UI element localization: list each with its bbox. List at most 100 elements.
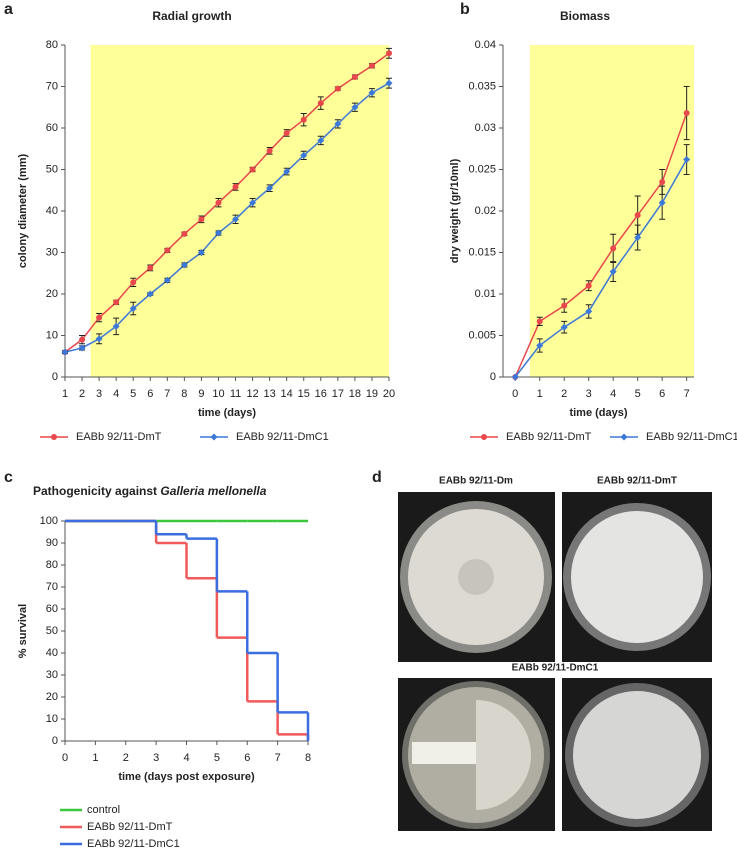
marker xyxy=(300,151,308,159)
photo-title: EABb 92/11-DmC1 xyxy=(512,663,599,674)
legend-label: EABb 92/11-DmT xyxy=(87,821,173,833)
y-tick-label: 90 xyxy=(46,537,58,549)
legend-label: EABb 92/11-DmC1 xyxy=(236,431,329,443)
y-tick-label: 60 xyxy=(46,603,58,615)
x-tick-label: 5 xyxy=(635,388,641,400)
x-tick-label: 3 xyxy=(153,752,159,764)
marker xyxy=(368,89,376,97)
marker xyxy=(481,434,487,440)
x-tick-label: 2 xyxy=(79,388,85,400)
x-tick-label: 4 xyxy=(183,752,189,764)
x-tick-label: 4 xyxy=(113,388,119,400)
y-tick-label: 80 xyxy=(46,559,58,571)
marker xyxy=(163,276,171,284)
line xyxy=(64,52,390,353)
marker xyxy=(659,178,666,185)
marker xyxy=(300,116,307,123)
y-tick-label: 0.015 xyxy=(468,246,496,258)
y-tick-label: 100 xyxy=(40,515,58,527)
x-tick-label: 6 xyxy=(147,388,153,400)
marker xyxy=(658,199,666,207)
y-tick-label: 50 xyxy=(46,163,58,175)
x-tick-label: 19 xyxy=(366,388,378,400)
marker xyxy=(249,199,257,207)
y-tick-label: 20 xyxy=(46,691,58,703)
y-tick-label: 10 xyxy=(46,329,58,341)
marker xyxy=(130,279,137,286)
y-tick-label: 0.035 xyxy=(468,80,496,92)
marker xyxy=(198,216,205,223)
marker xyxy=(113,299,120,306)
marker xyxy=(283,129,290,136)
x-axis-label: time (days post exposure) xyxy=(118,771,255,783)
marker xyxy=(232,183,239,190)
x-tick-label: 1 xyxy=(537,388,543,400)
x-tick-label: 2 xyxy=(123,752,129,764)
x-tick-label: 13 xyxy=(264,388,276,400)
marker xyxy=(620,433,628,441)
marker xyxy=(317,100,324,107)
line xyxy=(514,112,688,378)
marker xyxy=(266,147,273,154)
legend-label: EABb 92/11-DmT xyxy=(76,431,162,443)
chart-title: Biomass xyxy=(560,9,610,23)
x-tick-label: 16 xyxy=(315,388,327,400)
x-tick-label: 8 xyxy=(181,388,187,400)
photo xyxy=(562,678,712,831)
y-axis-label: dry weight (gr/10ml) xyxy=(449,158,461,263)
x-tick-label: 7 xyxy=(275,752,281,764)
x-tick-label: 7 xyxy=(684,388,690,400)
marker xyxy=(610,245,617,252)
line xyxy=(64,82,390,353)
panel-letter: b xyxy=(460,1,470,18)
y-tick-label: 40 xyxy=(46,647,58,659)
marker xyxy=(385,79,393,87)
y-tick-label: 10 xyxy=(46,713,58,725)
x-axis-label: time (days) xyxy=(569,407,627,419)
chart-title-part: Radial growth xyxy=(152,9,231,23)
photo xyxy=(398,492,555,662)
chart-title-italic: Galleria mellonella xyxy=(160,484,266,498)
marker xyxy=(351,103,359,111)
panel-letter: c xyxy=(4,469,13,486)
marker xyxy=(683,156,691,164)
x-tick-label: 5 xyxy=(214,752,220,764)
marker xyxy=(283,168,291,176)
x-tick-label: 20 xyxy=(383,388,395,400)
x-tick-label: 5 xyxy=(130,388,136,400)
marker xyxy=(334,85,341,92)
y-axis-label: % survival xyxy=(17,604,29,658)
x-tick-label: 8 xyxy=(305,752,311,764)
marker xyxy=(386,50,392,57)
marker xyxy=(210,433,218,441)
marker xyxy=(129,305,137,313)
x-tick-label: 4 xyxy=(610,388,616,400)
highlight xyxy=(90,45,389,377)
legend-label: control xyxy=(87,804,120,816)
marker xyxy=(96,314,103,321)
marker xyxy=(249,166,256,173)
marker xyxy=(214,229,222,237)
marker xyxy=(560,323,568,331)
chart-title-part: Pathogenicity against xyxy=(33,484,160,498)
marker xyxy=(95,335,103,343)
y-tick-label: 40 xyxy=(46,205,58,217)
y-tick-label: 0.04 xyxy=(475,39,496,51)
x-tick-label: 3 xyxy=(586,388,592,400)
marker xyxy=(181,230,188,237)
y-tick-label: 0 xyxy=(52,735,58,747)
x-tick-label: 0 xyxy=(62,752,68,764)
chart-title-part: Biomass xyxy=(560,9,610,23)
x-tick-label: 1 xyxy=(92,752,98,764)
x-tick-label: 14 xyxy=(281,388,293,400)
y-tick-label: 30 xyxy=(46,246,58,258)
photo xyxy=(398,678,555,831)
marker xyxy=(78,344,86,352)
y-tick-label: 0 xyxy=(490,371,496,383)
marker xyxy=(232,215,240,223)
y-tick-label: 0.01 xyxy=(475,288,496,300)
marker xyxy=(585,307,593,315)
x-tick-label: 9 xyxy=(198,388,204,400)
marker xyxy=(79,336,86,343)
